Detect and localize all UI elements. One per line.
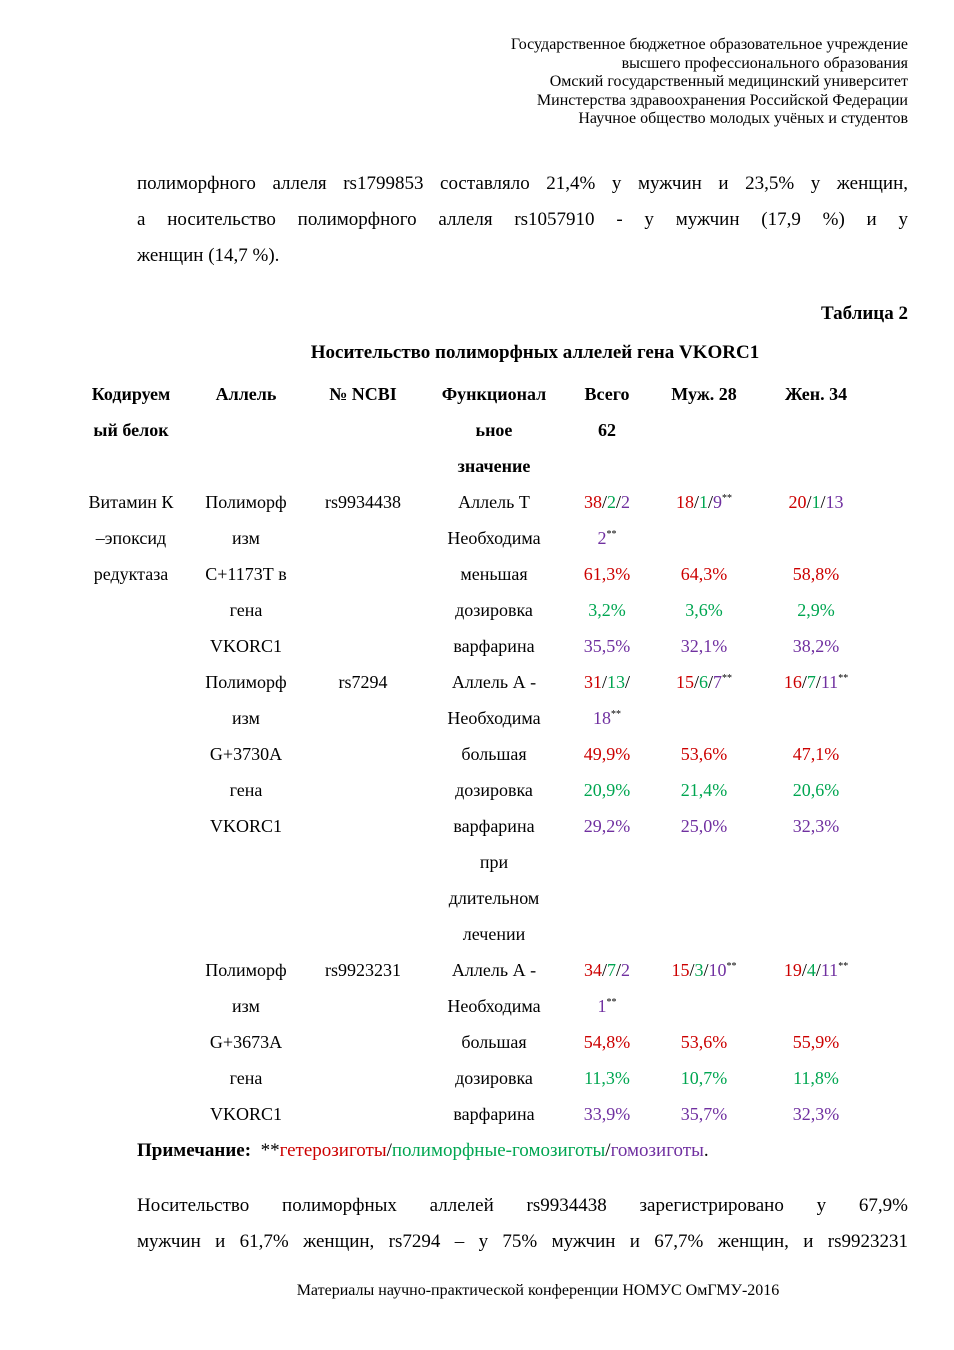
- pct-hom: 32,3%: [792, 1104, 840, 1124]
- count-ratio: 34/7/2: [583, 960, 631, 980]
- function-cell: Аллель А - Необходима большая дозировка …: [447, 672, 541, 944]
- pct-polyhom: 21,4%: [680, 780, 728, 800]
- header-line: Омский государственный медицинский униве…: [549, 73, 908, 91]
- allele-cell: Полиморф изм С+1173Т в гена VKORC1: [205, 492, 287, 656]
- female-cell: 20/1/13 58,8% 2,9% 38,2%: [764, 484, 868, 664]
- pct-het: 55,9%: [792, 1032, 840, 1052]
- pct-het: 53,6%: [680, 744, 728, 764]
- intro-line: женщин (14,7 %).: [137, 245, 280, 266]
- total-cell: 34/7/2 1** 54,8% 11,3% 33,9%: [567, 952, 647, 1132]
- allele-cell: Полиморф изм G+3673A гена VKORC1: [205, 960, 287, 1124]
- header-male: Муж. 28: [671, 384, 737, 404]
- male-cell: 15/6/7** 53,6% 21,4% 25,0%: [654, 664, 754, 844]
- pct-het: 61,3%: [583, 564, 631, 584]
- ncbi-cell: rs9923231: [325, 960, 401, 980]
- intro-line: полиморфного аллеля rs1799853 составляло…: [137, 173, 908, 194]
- pct-hom: 29,2%: [583, 816, 631, 836]
- header-line: Научное общество молодых учёных и студен…: [578, 110, 908, 128]
- count-ratio-cont: 18**: [593, 708, 621, 728]
- pct-hom: 32,3%: [792, 816, 840, 836]
- female-cell: 16/7/11** 47,1% 20,6% 32,3%: [764, 664, 868, 844]
- page-footer: Материалы научно-практической конференци…: [296, 1282, 780, 1299]
- conclusion-paragraph: Носительство полиморфных аллелей rs99344…: [137, 1188, 908, 1260]
- total-cell: 31/13/ 18** 49,9% 20,9% 29,2%: [567, 664, 647, 844]
- note-heterozygotes: гетерозиготы: [279, 1140, 387, 1161]
- institution-header: Государственное бюджетное образовательно…: [511, 36, 908, 129]
- intro-paragraph: полиморфного аллеля rs1799853 составляло…: [137, 166, 908, 274]
- note-homozygotes: гомозиготы: [610, 1140, 704, 1161]
- protein-cell: Витамин К –эпоксид редуктаза: [88, 492, 174, 584]
- header-female: Жен. 34: [784, 384, 848, 404]
- male-cell: 18/1/9** 64,3% 3,6% 32,1%: [654, 484, 754, 664]
- female-cell: 19/4/11** 55,9% 11,8% 32,3%: [764, 952, 868, 1132]
- pct-polyhom: 3,2%: [588, 600, 626, 620]
- pct-polyhom: 20,6%: [792, 780, 840, 800]
- male-cell: 15/3/10** 53,6% 10,7% 35,7%: [654, 952, 754, 1132]
- table-note: Примечание: **гетерозиготы/полиморфные-г…: [137, 1140, 709, 1161]
- pct-hom: 25,0%: [680, 816, 728, 836]
- pct-het: 53,6%: [680, 1032, 728, 1052]
- table-number: Таблица 2: [820, 303, 908, 324]
- pct-polyhom: 20,9%: [583, 780, 631, 800]
- pct-hom: 33,9%: [583, 1104, 631, 1124]
- header-line: Государственное бюджетное образовательно…: [510, 36, 908, 53]
- pct-polyhom: 10,7%: [680, 1068, 728, 1088]
- header-line: высшего профессионального образования: [621, 54, 908, 72]
- intro-line: а носительство полиморфного аллеля rs105…: [137, 209, 908, 230]
- count-ratio: 20/1/13: [788, 492, 844, 512]
- header-total: Всего 62: [584, 384, 630, 440]
- header-protein: Кодируем ый белок: [91, 384, 171, 440]
- count-ratio-cont: 1**: [597, 996, 617, 1016]
- header-line: Минстерства здравоохранения Российской Ф…: [536, 91, 908, 109]
- pct-polyhom: 2,9%: [797, 600, 835, 620]
- pct-het: 58,8%: [792, 564, 840, 584]
- count-ratio: 16/7/11**: [783, 672, 849, 692]
- conclusion-line: Носительство полиморфных аллелей rs99344…: [137, 1195, 908, 1216]
- pct-hom: 32,1%: [680, 636, 728, 656]
- pct-hom: 35,7%: [680, 1104, 728, 1124]
- total-cell: 38/2/2 2** 61,3% 3,2% 35,5%: [567, 484, 647, 664]
- ncbi-cell: rs9934438: [325, 492, 401, 512]
- count-ratio: 15/3/10**: [671, 960, 737, 980]
- pct-het: 47,1%: [792, 744, 840, 764]
- pct-polyhom: 3,6%: [685, 600, 723, 620]
- pct-het: 49,9%: [583, 744, 631, 764]
- count-ratio: 15/6/7**: [675, 672, 733, 692]
- count-ratio: 31/13/: [583, 672, 631, 692]
- function-cell: Аллель Т Необходима меньшая дозировка ва…: [447, 492, 541, 656]
- conclusion-line: мужчин и 61,7% женщин, rs7294 – у 75% му…: [137, 1231, 908, 1252]
- pct-polyhom: 11,8%: [793, 1068, 839, 1088]
- header-ncbi: № NCBI: [329, 384, 397, 404]
- table-title: Носительство полиморфных аллелей гена VK…: [310, 342, 760, 363]
- pct-polyhom: 11,3%: [584, 1068, 630, 1088]
- count-ratio: 18/1/9**: [675, 492, 733, 512]
- pct-hom: 38,2%: [792, 636, 840, 656]
- function-cell: Аллель А - Необходима большая дозировка …: [447, 960, 541, 1124]
- note-label: Примечание:: [137, 1140, 252, 1161]
- count-ratio: 38/2/2: [583, 492, 631, 512]
- note-polymorphic-homozygotes: полиморфные-гомозиготы: [391, 1140, 606, 1161]
- pct-het: 54,8%: [583, 1032, 631, 1052]
- count-ratio-cont: 2**: [597, 528, 617, 548]
- pct-hom: 35,5%: [583, 636, 631, 656]
- allele-cell: Полиморф изм G+3730A гена VKORC1: [205, 672, 287, 836]
- note-stars: **: [260, 1140, 280, 1161]
- header-allele: Аллель: [215, 384, 277, 404]
- header-function: Функционал ьное значение: [441, 384, 547, 476]
- count-ratio: 19/4/11**: [783, 960, 849, 980]
- pct-het: 64,3%: [680, 564, 728, 584]
- ncbi-cell: rs7294: [338, 672, 388, 692]
